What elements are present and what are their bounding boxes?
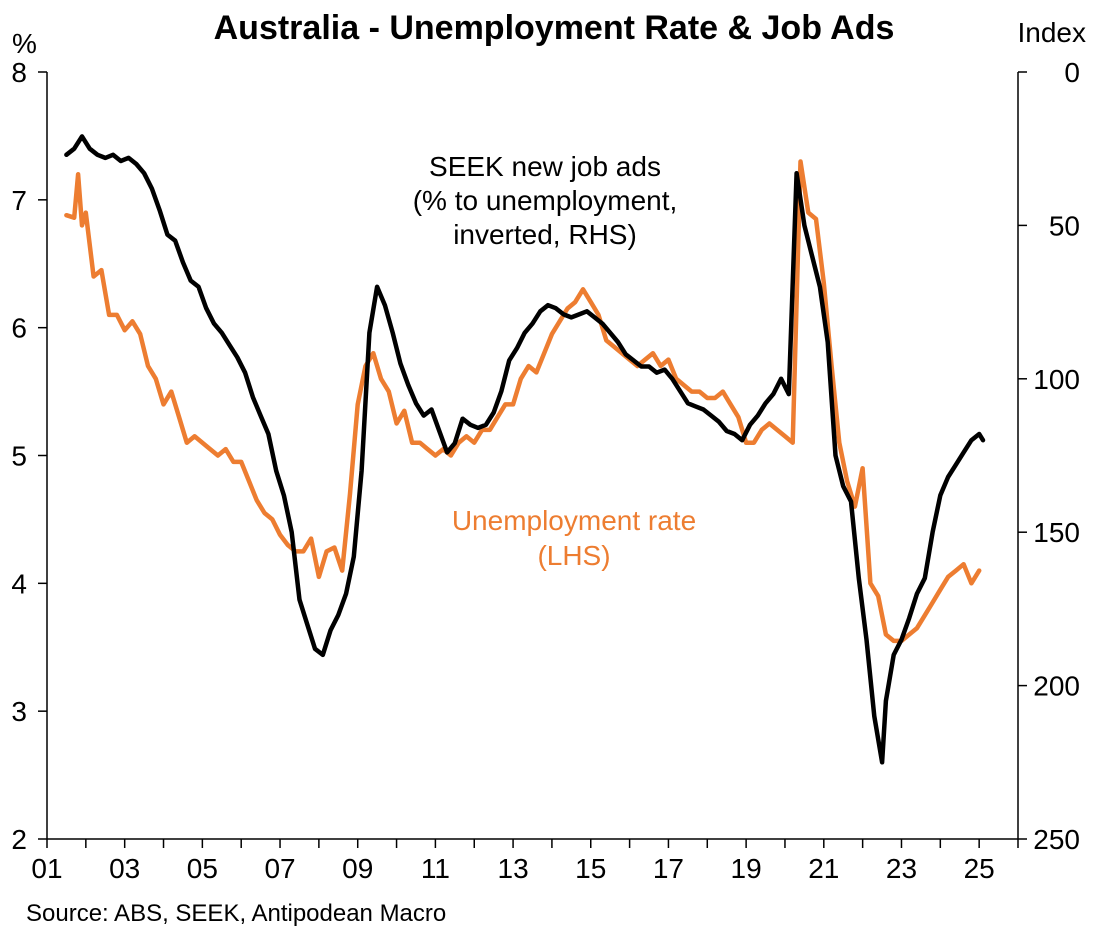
source-note: Source: ABS, SEEK, Antipodean Macro xyxy=(26,900,446,927)
x-tick-label: 23 xyxy=(886,853,917,884)
job-ads-annotation-line-2: (% to unemployment, xyxy=(413,185,678,216)
left-tick-label: 8 xyxy=(11,57,27,88)
x-tick-label: 03 xyxy=(109,853,140,884)
left-axis-unit: % xyxy=(12,28,37,59)
x-tick-label: 01 xyxy=(31,853,62,884)
right-axis-ticks: 0 50 100 150 200 250 xyxy=(1018,57,1080,855)
left-tick-label: 4 xyxy=(11,568,27,599)
job-ads-annotation-line-3: inverted, RHS) xyxy=(453,219,637,250)
job-ads-annotation: SEEK new job ads (% to unemployment, inv… xyxy=(413,151,678,250)
left-tick-label: 5 xyxy=(11,441,27,472)
job-ads-line xyxy=(64,134,986,765)
left-tick-label: 2 xyxy=(11,824,27,855)
left-axis-ticks: 2 3 4 5 6 7 8 xyxy=(11,57,47,855)
unemployment-annotation-line-2: (LHS) xyxy=(537,540,610,571)
x-tick-label: 05 xyxy=(187,853,218,884)
unemployment-annotation: Unemployment rate (LHS) xyxy=(452,505,696,571)
left-tick-label: 6 xyxy=(11,313,27,344)
x-tick-label: 19 xyxy=(731,853,762,884)
right-tick-label: 100 xyxy=(1033,364,1080,395)
x-tick-label: 13 xyxy=(498,853,529,884)
right-tick-label: 150 xyxy=(1033,517,1080,548)
x-tick-label: 25 xyxy=(964,853,995,884)
right-tick-label: 50 xyxy=(1049,210,1080,241)
x-tick-label: 07 xyxy=(264,853,295,884)
x-tick-label: 09 xyxy=(342,853,373,884)
left-tick-label: 7 xyxy=(11,185,27,216)
left-tick-label: 3 xyxy=(11,696,27,727)
right-tick-label: 200 xyxy=(1033,671,1080,702)
unemployment-rate-line xyxy=(64,159,982,644)
right-axis-unit: Index xyxy=(1018,17,1087,48)
unemployment-annotation-line-1: Unemployment rate xyxy=(452,505,696,536)
series-layer xyxy=(64,134,986,765)
x-tick-label: 11 xyxy=(421,853,450,884)
x-axis-ticks: 01 03 05 07 09 11 13 15 17 19 21 23 25 xyxy=(31,839,1019,884)
job-ads-annotation-line-1: SEEK new job ads xyxy=(429,151,661,182)
x-tick-label: 17 xyxy=(653,853,684,884)
right-tick-label: 0 xyxy=(1064,57,1080,88)
chart-title: Australia - Unemployment Rate & Job Ads xyxy=(214,9,895,47)
x-tick-label: 21 xyxy=(808,853,839,884)
right-tick-label: 250 xyxy=(1033,824,1080,855)
x-tick-label: 15 xyxy=(575,853,606,884)
